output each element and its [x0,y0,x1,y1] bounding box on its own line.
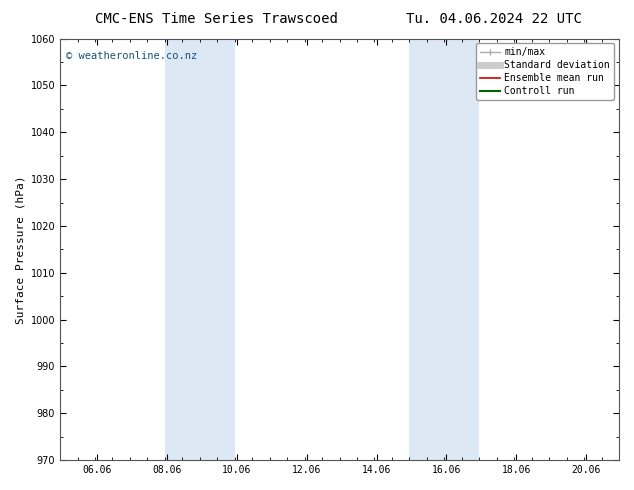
Text: CMC-ENS Time Series Trawscoed: CMC-ENS Time Series Trawscoed [95,12,338,26]
Legend: min/max, Standard deviation, Ensemble mean run, Controll run: min/max, Standard deviation, Ensemble me… [476,44,614,100]
Text: © weatheronline.co.nz: © weatheronline.co.nz [66,51,197,61]
Text: Tu. 04.06.2024 22 UTC: Tu. 04.06.2024 22 UTC [406,12,581,26]
Y-axis label: Surface Pressure (hPa): Surface Pressure (hPa) [15,175,25,323]
Bar [165,39,235,460]
Bar [410,39,479,460]
